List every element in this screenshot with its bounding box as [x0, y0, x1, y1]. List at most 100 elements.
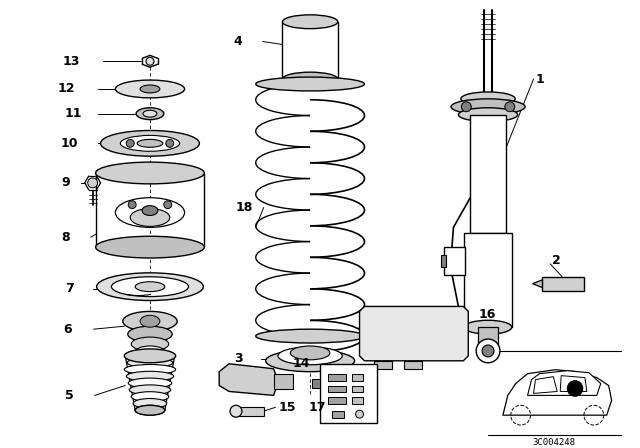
Text: 12: 12 [58, 82, 76, 95]
Bar [543, 277, 584, 291]
Circle shape [482, 345, 494, 357]
Bar [444, 247, 465, 275]
Circle shape [505, 102, 515, 112]
Circle shape [126, 139, 134, 147]
Text: 16: 16 [478, 308, 495, 321]
Ellipse shape [125, 351, 175, 361]
Ellipse shape [124, 365, 175, 375]
Ellipse shape [128, 378, 172, 388]
Bar [374, 361, 392, 369]
Polygon shape [219, 364, 278, 396]
Ellipse shape [129, 385, 171, 395]
Circle shape [230, 405, 242, 417]
Circle shape [356, 410, 364, 418]
Polygon shape [532, 280, 543, 288]
Circle shape [567, 380, 583, 396]
Text: 2: 2 [552, 254, 561, 267]
Bar [236, 407, 264, 416]
Ellipse shape [123, 311, 177, 331]
Text: 11: 11 [65, 107, 83, 120]
Ellipse shape [140, 85, 160, 93]
Ellipse shape [465, 320, 512, 334]
Text: 18: 18 [236, 201, 253, 214]
Polygon shape [527, 370, 601, 396]
Text: 3C004248: 3C004248 [532, 438, 576, 447]
Ellipse shape [256, 77, 365, 91]
Ellipse shape [126, 371, 173, 381]
Bar [312, 379, 320, 388]
Bar [328, 397, 346, 404]
Ellipse shape [133, 398, 167, 409]
Ellipse shape [115, 198, 184, 227]
Bar [351, 397, 364, 404]
Bar [351, 374, 364, 380]
Text: 9: 9 [61, 177, 70, 190]
Ellipse shape [282, 72, 338, 86]
Ellipse shape [137, 139, 163, 147]
Ellipse shape [127, 358, 173, 368]
Circle shape [88, 178, 97, 188]
Bar [320, 364, 378, 423]
Bar [465, 233, 512, 327]
Text: 6: 6 [63, 323, 72, 336]
Ellipse shape [143, 110, 157, 117]
Text: 13: 13 [63, 55, 81, 68]
Text: 4: 4 [233, 35, 242, 48]
Ellipse shape [140, 315, 160, 327]
Ellipse shape [282, 15, 338, 29]
Ellipse shape [135, 405, 165, 415]
Ellipse shape [461, 92, 515, 106]
Bar [351, 386, 364, 392]
Ellipse shape [95, 236, 204, 258]
Circle shape [146, 57, 154, 65]
Text: 7: 7 [65, 282, 74, 295]
Ellipse shape [124, 349, 175, 363]
Ellipse shape [128, 326, 172, 342]
Text: 3: 3 [234, 352, 243, 365]
Text: 5: 5 [65, 389, 74, 402]
Ellipse shape [256, 329, 365, 343]
Ellipse shape [95, 162, 204, 184]
Ellipse shape [135, 282, 165, 292]
Bar [282, 22, 338, 79]
Polygon shape [503, 370, 612, 415]
Ellipse shape [115, 80, 184, 98]
Bar [332, 411, 344, 418]
Ellipse shape [130, 209, 170, 226]
Circle shape [128, 201, 136, 209]
Ellipse shape [111, 277, 189, 297]
Ellipse shape [135, 346, 165, 358]
Polygon shape [534, 377, 557, 393]
Bar [328, 374, 346, 380]
Ellipse shape [142, 206, 158, 215]
Text: 15: 15 [278, 401, 296, 414]
Polygon shape [560, 375, 587, 392]
Bar [470, 115, 506, 233]
Ellipse shape [451, 99, 525, 115]
Circle shape [166, 139, 173, 147]
Bar [404, 361, 422, 369]
Text: 14: 14 [292, 357, 310, 370]
Polygon shape [360, 306, 468, 361]
Circle shape [164, 201, 172, 209]
Ellipse shape [97, 273, 204, 301]
Ellipse shape [266, 350, 355, 372]
Ellipse shape [458, 108, 518, 121]
Ellipse shape [100, 130, 200, 156]
Bar [328, 386, 346, 392]
Text: 8: 8 [61, 231, 70, 244]
Text: 17: 17 [308, 401, 326, 414]
Circle shape [476, 339, 500, 363]
Bar [273, 374, 293, 389]
Circle shape [461, 102, 471, 112]
Text: 10: 10 [61, 137, 79, 150]
Bar [478, 327, 498, 355]
Ellipse shape [131, 392, 169, 401]
Bar [440, 255, 445, 267]
Ellipse shape [131, 337, 169, 351]
Ellipse shape [135, 405, 165, 415]
Ellipse shape [120, 135, 180, 151]
Ellipse shape [278, 347, 342, 365]
Ellipse shape [291, 346, 330, 360]
Ellipse shape [136, 108, 164, 120]
